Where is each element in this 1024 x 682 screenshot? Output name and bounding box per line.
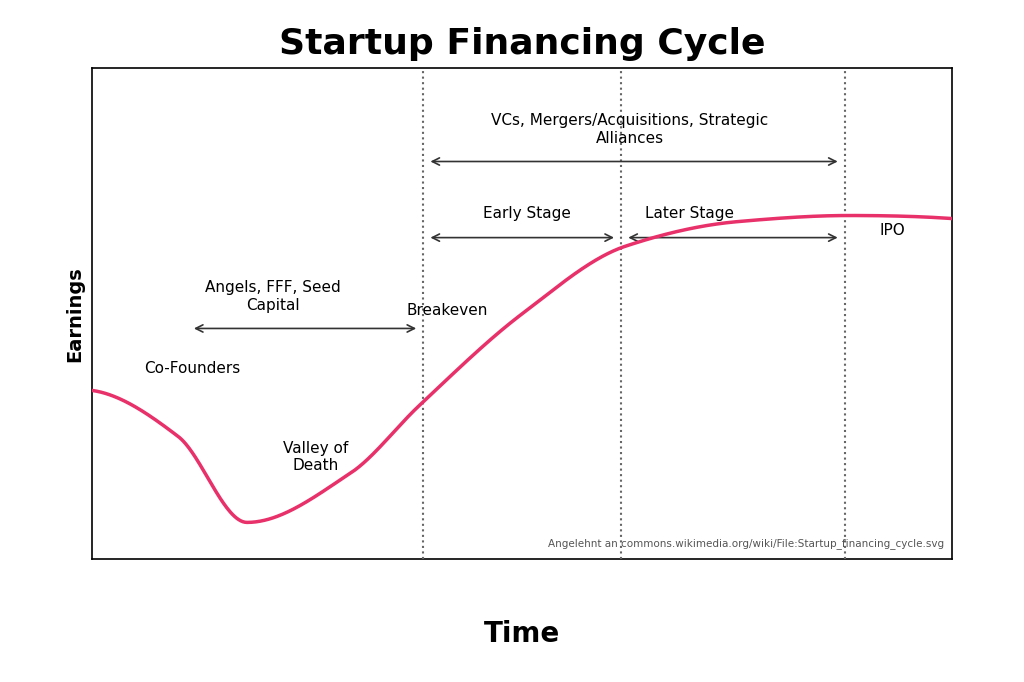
- Text: IPO: IPO: [880, 224, 905, 238]
- Y-axis label: Earnings: Earnings: [65, 266, 84, 361]
- Text: Angelehnt an commons.wikimedia.org/wiki/File:Startup_financing_cycle.svg: Angelehnt an commons.wikimedia.org/wiki/…: [548, 539, 944, 550]
- Text: Co-Founders: Co-Founders: [143, 361, 240, 376]
- Text: Later Stage: Later Stage: [645, 205, 734, 220]
- Text: Early Stage: Early Stage: [482, 205, 570, 220]
- Text: Time: Time: [484, 620, 560, 649]
- Text: Startup Financing Cycle: Startup Financing Cycle: [279, 27, 766, 61]
- Text: Angels, FFF, Seed
Capital: Angels, FFF, Seed Capital: [205, 280, 341, 313]
- Text: Valley of
Death: Valley of Death: [284, 441, 348, 473]
- Text: VCs, Mergers/Acquisitions, Strategic
Alliances: VCs, Mergers/Acquisitions, Strategic All…: [492, 113, 768, 146]
- Text: Breakeven: Breakeven: [407, 303, 487, 318]
